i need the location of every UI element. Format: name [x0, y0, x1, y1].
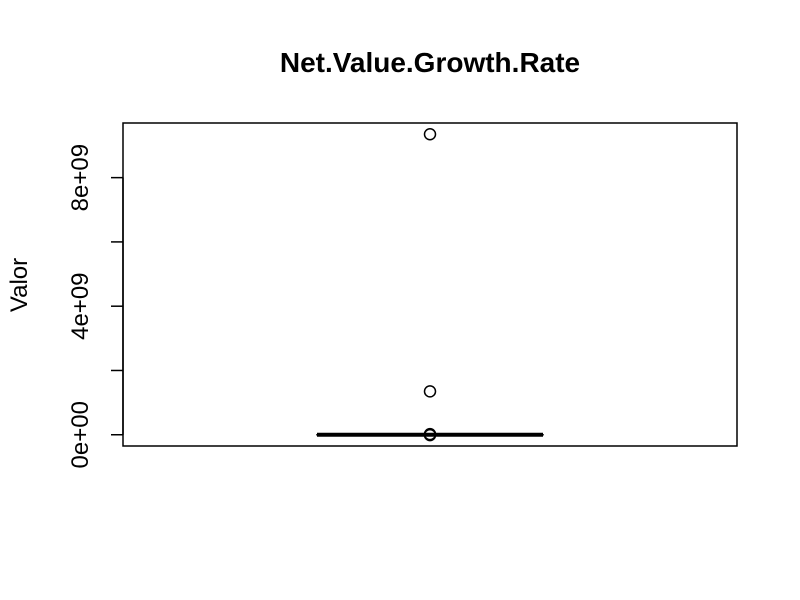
outlier-point	[423, 127, 437, 141]
y-axis: 0e+00 4e+09 8e+09	[67, 144, 124, 468]
y-tick-label: 0e+00	[67, 401, 94, 468]
chart-title: Net.Value.Growth.Rate	[280, 47, 580, 78]
outlier-point	[423, 385, 437, 398]
outlier-group	[423, 127, 437, 442]
y-tick-label: 4e+09	[67, 272, 94, 339]
y-axis-label: Valor	[6, 258, 33, 312]
outlier-point	[423, 428, 437, 442]
y-tick-label: 8e+09	[67, 144, 94, 211]
